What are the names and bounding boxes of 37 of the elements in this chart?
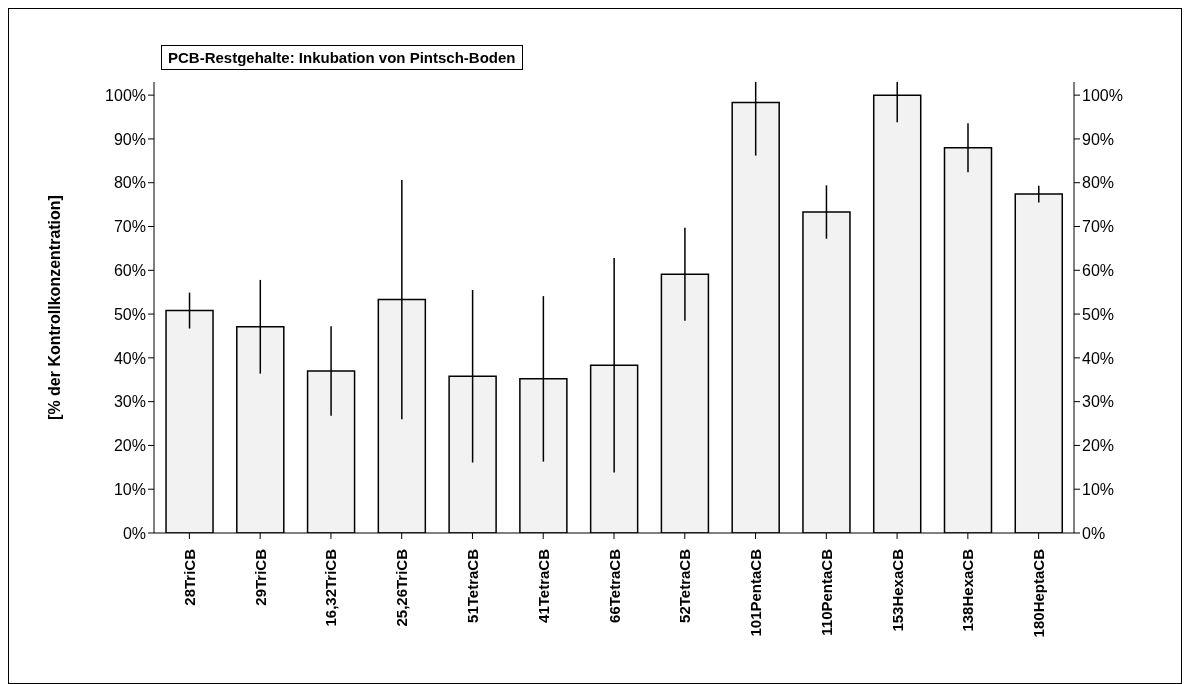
y2-tick-label: 50% (1082, 305, 1115, 323)
chart-title: PCB-Restgehalte: Inkubation von Pintsch-Boden (161, 45, 523, 70)
y2-tick-label: 90% (1082, 130, 1115, 148)
y-tick-label: 80% (113, 174, 146, 192)
y-tick-label: 90% (113, 130, 146, 148)
y2-tick-label: 30% (1082, 393, 1115, 411)
y-axis-title: [% der Kontrollkonzentration] (45, 195, 63, 420)
y-tick-label: 60% (113, 261, 146, 279)
x-tick-label: 180HeptaCB (1030, 548, 1048, 638)
y-tick-label: 10% (113, 480, 146, 498)
x-tick-label: 66TetraCB (605, 548, 623, 623)
y2-tick-label: 40% (1082, 349, 1115, 367)
x-tick-label: 25,26TriCB (393, 548, 411, 627)
x-tick-label: 29TriCB (251, 548, 269, 606)
x-tick-label: 153HexaCB (888, 548, 906, 632)
y2-tick-label: 20% (1082, 437, 1115, 455)
y-tick-label: 100% (105, 86, 146, 104)
x-tick-label: 110PentaCB (817, 548, 835, 636)
x-tick-label: 138HexaCB (959, 548, 977, 632)
y2-tick-label: 80% (1082, 174, 1115, 192)
x-tick-label: 52TetraCB (676, 548, 694, 623)
y2-tick-label: 60% (1082, 261, 1115, 279)
y-tick-label: 0% (122, 524, 146, 542)
y-tick-label: 70% (113, 218, 146, 236)
x-tick-label: 28TriCB (180, 548, 198, 606)
y2-tick-label: 70% (1082, 218, 1115, 236)
x-tick-label: 41TetraCB (534, 548, 552, 623)
y-tick-label: 20% (113, 437, 146, 455)
y2-tick-label: 100% (1082, 86, 1123, 104)
y-tick-label: 30% (113, 393, 146, 411)
y2-tick-label: 10% (1082, 480, 1115, 498)
x-tick-label: 51TetraCB (463, 548, 481, 623)
x-tick-label: 101PentaCB (747, 548, 765, 637)
y-tick-label: 50% (113, 305, 146, 323)
y2-tick-label: 0% (1082, 524, 1106, 542)
y-tick-label: 40% (113, 349, 146, 367)
x-tick-label: 16,32TriCB (322, 548, 340, 627)
